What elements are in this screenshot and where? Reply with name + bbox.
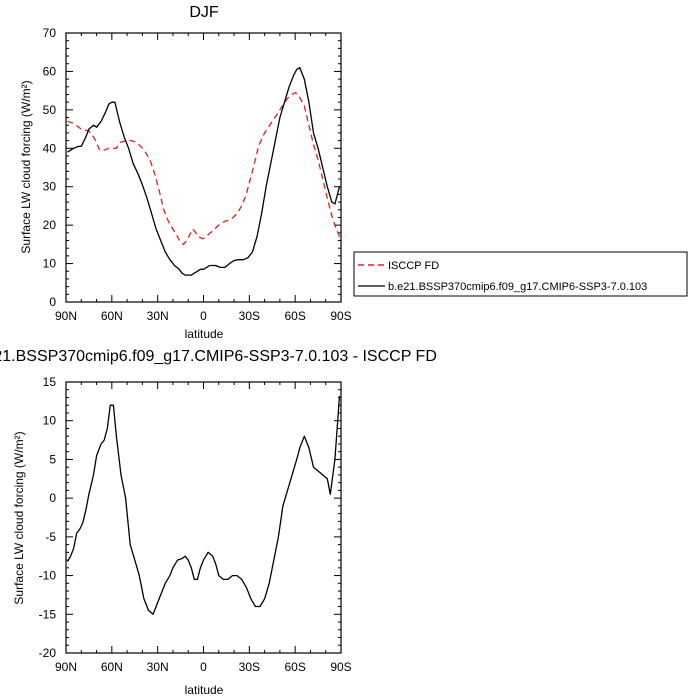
- x-tick-label: 90N: [55, 660, 77, 674]
- chart-bottom-plot-frame: [65, 381, 342, 654]
- chart-bottom-ticks: 90N 60N 30N 0 30S 60S 90S -20 -15 -10 -5 0 5 10 15: [39, 375, 352, 674]
- top-series-line-0: [67, 91, 341, 246]
- chart-top-ticks: 90N 60N 30N 0 30S 60S 90S 0 10 20 30 40 50 60 70: [43, 26, 352, 323]
- chart-bottom-title: b.e21.BSSP370cmip6.f09_g17.CMIP6-SSP3-7.…: [0, 348, 437, 365]
- chart-top-ylabel: Surface LW cloud forcing (W/m²): [19, 80, 33, 253]
- chart-top-series: [67, 66, 341, 276]
- x-tick-label: 0: [200, 309, 207, 323]
- y-tick-label: 40: [43, 141, 57, 155]
- y-tick-label: 70: [43, 26, 57, 40]
- x-tick-label: 60S: [284, 660, 305, 674]
- y-tick-label: -15: [39, 607, 57, 621]
- chart-bottom-xlabel: latitude: [185, 683, 224, 697]
- x-tick-label: 30N: [147, 660, 169, 674]
- x-tick-label: 60N: [101, 660, 123, 674]
- chart-bottom: b.e21.BSSP370cmip6.f09_g17.CMIP6-SSP3-7.…: [0, 348, 437, 697]
- x-tick-label: 0: [200, 660, 207, 674]
- top-series-line-1: [67, 66, 341, 276]
- legend-box: [353, 251, 688, 297]
- y-tick-label: 50: [43, 103, 57, 117]
- y-tick-label: 0: [49, 295, 56, 309]
- chart-top-xlabel: latitude: [185, 327, 224, 341]
- y-tick-label: 30: [43, 180, 57, 194]
- x-tick-label: 60N: [101, 309, 123, 323]
- y-tick-label: 10: [43, 257, 57, 271]
- chart-top-plot-frame: [65, 32, 342, 303]
- y-tick-label: 20: [43, 218, 57, 232]
- chart-top-title: DJF: [189, 4, 219, 21]
- y-tick-label: -10: [39, 569, 57, 583]
- legend-label-isccp: ISCCP FD: [388, 260, 439, 272]
- y-tick-label: -20: [39, 646, 57, 660]
- chart-bottom-ylabel: Surface LW cloud forcing (W/m²): [12, 431, 26, 604]
- y-tick-label: 60: [43, 64, 57, 78]
- x-tick-label: 30S: [239, 309, 260, 323]
- x-tick-label: 90S: [330, 660, 351, 674]
- y-tick-label: 10: [43, 414, 57, 428]
- bottom-series-line-0: [66, 395, 341, 615]
- x-tick-label: 90N: [55, 309, 77, 323]
- chart-bottom-series: [66, 395, 341, 615]
- y-tick-label: 0: [49, 491, 56, 505]
- legend-label-model: b.e21.BSSP370cmip6.f09_g17.CMIP6-SSP3-7.…: [388, 281, 647, 293]
- y-tick-label: 5: [49, 452, 56, 466]
- x-tick-label: 30S: [239, 660, 260, 674]
- y-tick-label: -5: [45, 530, 56, 544]
- x-tick-label: 90S: [330, 309, 351, 323]
- x-tick-label: 60S: [284, 309, 305, 323]
- chart-top-legend: ISCCP FD b.e21.BSSP370cmip6.f09_g17.CMIP…: [353, 251, 688, 297]
- x-tick-label: 30N: [147, 309, 169, 323]
- chart-top: DJF 90N 60N 30N 0 30S 60S 90S 0 10 20 30 40 50 60 70 l…: [19, 4, 688, 341]
- y-tick-label: 15: [43, 375, 57, 389]
